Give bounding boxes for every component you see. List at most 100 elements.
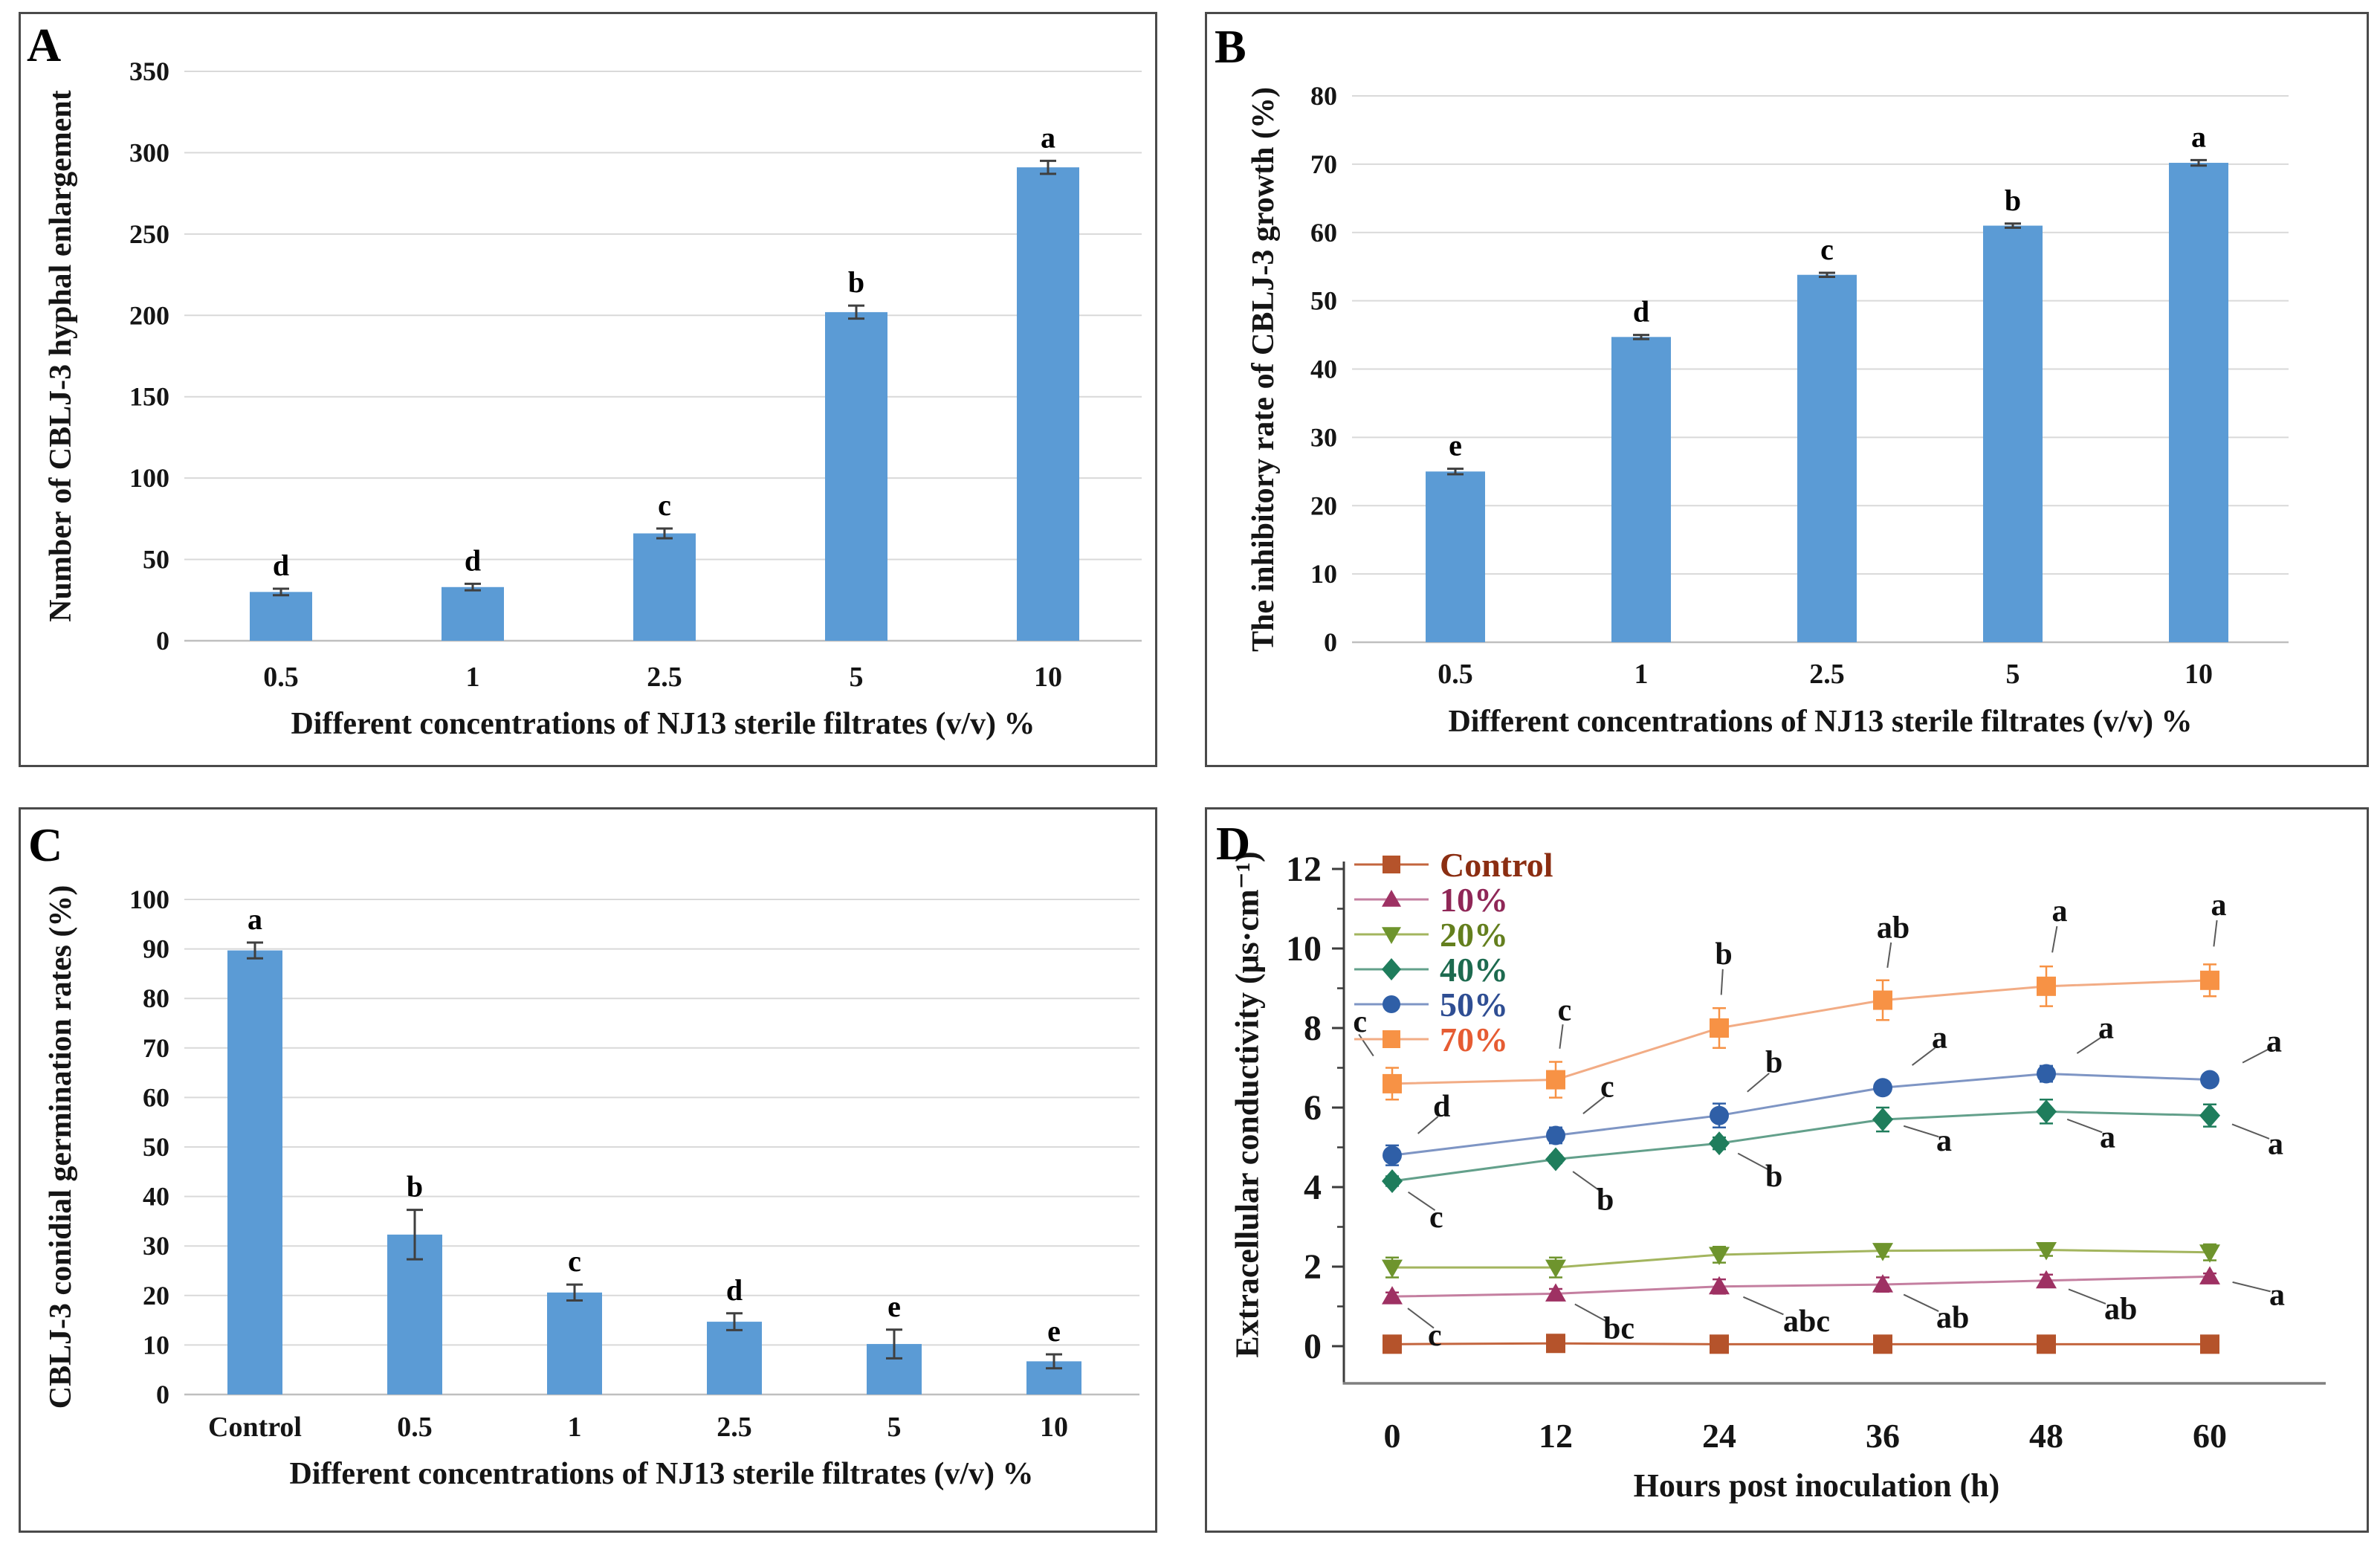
bar-chart-C: 0 10 20 30 40 50 60 70 80 90 100 a Control b 0.5 c 1 d 2.5… (129, 885, 1139, 1443)
y-tick-label: 0 (156, 1380, 169, 1409)
sig-letter: c (1558, 994, 1572, 1028)
square-marker (1546, 1070, 1565, 1090)
error-bar (2190, 158, 2207, 167)
sig-letter: ab (1877, 911, 1910, 946)
triangle-up-marker (2036, 1270, 2057, 1289)
bar (707, 1322, 762, 1394)
letter-leader-line (1407, 1308, 1435, 1329)
series-line-Control (1391, 1342, 2210, 1345)
triangle-up-marker (1382, 1286, 1403, 1305)
bars (250, 159, 1079, 641)
error-bar (247, 941, 263, 960)
letter-leader-line (1911, 1047, 1936, 1066)
sig-letter: a (2266, 1025, 2282, 1059)
triangle-up-marker (1872, 1274, 1893, 1293)
square-marker (1383, 1073, 1402, 1093)
y-tick-label: 12 (1286, 850, 1322, 889)
panel-label-C: C (28, 818, 63, 871)
bar (1797, 274, 1857, 642)
legend-label: 20% (1440, 916, 1508, 954)
category-label: 5 (850, 662, 864, 693)
y-tick-label: 10 (1286, 929, 1322, 969)
x-tick-label: 60 (2193, 1417, 2227, 1455)
sig-letter: b (1765, 1046, 1782, 1080)
sig-letter: a (2211, 888, 2227, 922)
letter-leader-line (2068, 1288, 2106, 1305)
letter-leader-line (1559, 1024, 1564, 1049)
square-marker (1383, 856, 1400, 873)
triangle-down-marker (2199, 1244, 2220, 1263)
bar (825, 311, 887, 641)
y-tick-label: 4 (1304, 1168, 1322, 1207)
sig-letter: e (1449, 429, 1462, 462)
panel-label-D: D (1216, 817, 1251, 870)
category-label: 1 (568, 1412, 582, 1443)
category-label: 2.5 (647, 662, 682, 693)
diamond-marker (2199, 1103, 2220, 1128)
letter-leader-line (2051, 925, 2058, 953)
y-tick-label: 30 (1310, 422, 1337, 452)
y-tick-label: 350 (129, 56, 169, 86)
sig-letter: b (407, 1170, 423, 1203)
legend-label: 10% (1440, 881, 1508, 919)
y-tick-label: 10 (143, 1330, 169, 1360)
letter-leader-line (2213, 920, 2218, 947)
letter-leader-line (2232, 1281, 2271, 1293)
triangle-down-marker (1709, 1247, 1730, 1265)
series-line-40% (1391, 1110, 2211, 1183)
sig-letter: d (273, 549, 289, 582)
y-axis-title-B: The inhibitory rate of CBLJ-3 growth (%) (1246, 87, 1281, 652)
bar (1983, 225, 2043, 642)
diamond-marker (1382, 958, 1401, 980)
category-label: 5 (887, 1412, 902, 1443)
sig-letter: a (2098, 1012, 2114, 1046)
circle-marker (1546, 1125, 1565, 1145)
panel-A: A Number of CBLJ-3 hyphal enlargement Di… (19, 12, 1157, 767)
sig-letter: d (1433, 1090, 1450, 1124)
y-tick-label: 80 (1310, 81, 1337, 111)
square-marker (1873, 990, 1892, 1010)
y-tick-label: 20 (143, 1281, 169, 1310)
y-axis-title-D: Extracellular conductivity (μs·cm⁻¹) (1229, 851, 1266, 1358)
sig-letter: a (1932, 1021, 1947, 1055)
sig-letter: ab (2104, 1293, 2137, 1327)
letter-leader-line (1886, 942, 1892, 969)
y-tick-label: 70 (1310, 149, 1337, 179)
error-bar (2005, 222, 2021, 229)
triangle-up-marker (2199, 1266, 2220, 1284)
letter-leader-line (2242, 1048, 2269, 1064)
error-bar (1046, 1353, 1062, 1370)
square-marker (2037, 976, 2056, 996)
sig-letter: c (658, 488, 671, 522)
series-line-20% (1392, 1249, 2211, 1269)
sig-letter: abc (1783, 1305, 1830, 1339)
x-tick-label: 48 (2029, 1417, 2063, 1455)
diamond-marker (1382, 1169, 1403, 1193)
letter-leader-line (1572, 1171, 1603, 1193)
sig-letter: c (1429, 1200, 1443, 1235)
sig-letter: bc (1603, 1311, 1634, 1345)
x-tick-label: 24 (1702, 1417, 1736, 1455)
y-axis-title-C: CBLJ-3 conidial germination rates (%) (44, 885, 78, 1409)
bar (227, 950, 282, 1394)
triangle-down-marker (1872, 1243, 1893, 1261)
bars (1426, 158, 2228, 643)
gridlines (184, 71, 1142, 642)
panel-C: C CBLJ-3 conidial germination rates (%) … (19, 807, 1157, 1533)
y-tick-label: 0 (1324, 627, 1337, 657)
square-marker (2200, 970, 2219, 990)
sig-letter: ab (1936, 1301, 1969, 1335)
series-50%: d c b a a a (1383, 1012, 2282, 1166)
bar (547, 1292, 602, 1394)
error-bar (407, 1209, 423, 1261)
circle-marker (1383, 1145, 1402, 1166)
triangle-up-marker (1545, 1283, 1566, 1302)
square-marker (1873, 1334, 1892, 1354)
error-bar (566, 1283, 583, 1302)
category-label: 5 (2006, 659, 2020, 690)
letter-leader-line (1743, 1296, 1784, 1316)
y-tick-label: 200 (129, 300, 169, 330)
error-bar (1040, 159, 1056, 175)
sig-letter: a (2100, 1120, 2115, 1154)
